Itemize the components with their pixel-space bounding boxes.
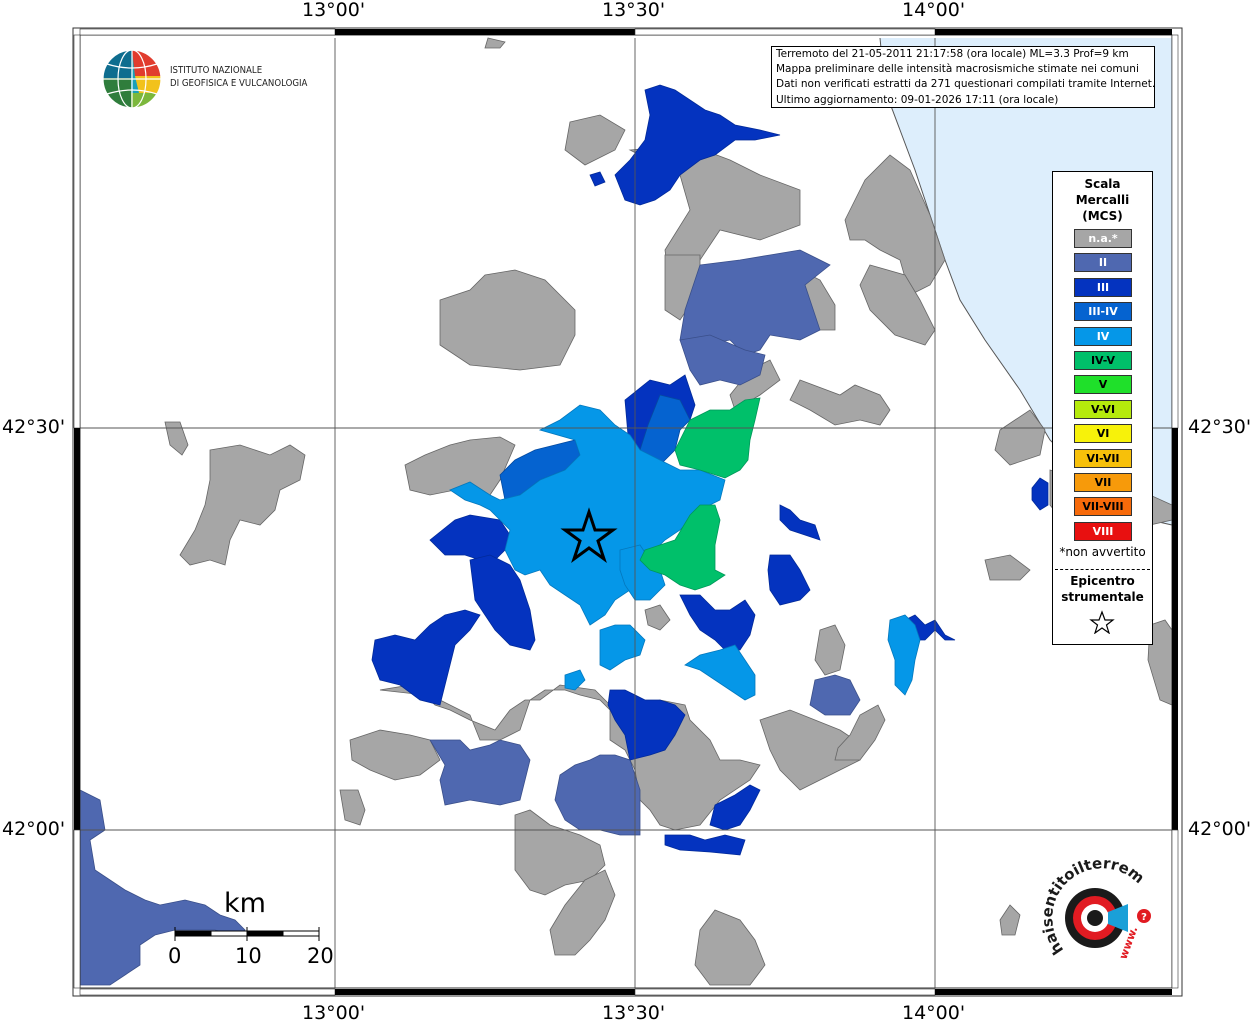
tick-top-13-30: 13°30'	[602, 0, 666, 21]
info-line-4: Ultimo aggiornamento: 09-01-2026 17:11 (…	[776, 93, 1059, 106]
legend-item-iv-v: IV-V	[1074, 351, 1132, 370]
legend-item-ii: II	[1074, 253, 1132, 273]
scale-label-0: 0	[168, 944, 182, 968]
mcs-legend: Scala Mercalli (MCS) n.a.* II III III-IV IV I…	[1052, 171, 1153, 645]
legend-epicenter-label: Epicentro strumentale	[1053, 573, 1152, 605]
municipalities-intensity-II	[79, 249, 861, 986]
municipalities-not-available	[164, 37, 1173, 986]
scale-label-20: 20	[307, 944, 334, 968]
scale-label-10: 10	[235, 944, 262, 968]
legend-item-iv: IV	[1074, 326, 1132, 346]
tick-right-42-30: 42°30'	[1188, 416, 1252, 438]
institute-name-line1: ISTITUTO NAZIONALE	[170, 65, 263, 76]
legend-divider	[1055, 569, 1150, 570]
tick-top-14-00: 14°00'	[902, 0, 966, 21]
legend-item-vi-vii: VI-VII	[1074, 448, 1132, 468]
tick-right-42-00: 42°00'	[1188, 818, 1252, 840]
municipalities-intensity-IV-V	[639, 397, 761, 591]
tick-top-13-00: 13°00'	[302, 0, 366, 21]
legend-item-vii: VII	[1074, 473, 1132, 492]
legend-item-n-a-: n.a.*	[1074, 229, 1132, 248]
legend-title-line3: (MCS)	[1082, 209, 1123, 223]
scale-unit: km	[224, 888, 266, 919]
legend-note: *non avvertito	[1059, 545, 1146, 559]
ingv-globe-logo	[102, 49, 162, 109]
legend-epicenter-line1: Epicentro	[1070, 574, 1135, 588]
legend-item-iii: III	[1074, 277, 1132, 297]
tick-bottom-13-30: 13°30'	[602, 1002, 666, 1024]
legend-item-v-vi: V-VI	[1074, 399, 1132, 419]
info-line-3: Dati non verificati estratti da 271 ques…	[776, 78, 1156, 91]
tick-bottom-14-00: 14°00'	[902, 1002, 966, 1024]
logo-question-mark: ?	[1141, 912, 1147, 923]
legend-star-icon	[1089, 610, 1115, 634]
scale-bar	[174, 927, 320, 941]
legend-item-v: V	[1074, 375, 1132, 395]
legend-item-viii: VIII	[1074, 521, 1132, 541]
graticule	[80, 38, 1172, 988]
tick-left-42-00: 42°00'	[2, 818, 66, 840]
epicenter-star-icon	[560, 507, 618, 563]
info-line-2: Mappa preliminare delle intensità macros…	[776, 63, 1139, 76]
municipalities-intensity-III	[371, 84, 1049, 856]
legend-epicenter-line2: strumentale	[1061, 590, 1144, 604]
legend-title-line1: Scala	[1084, 177, 1121, 191]
earthquake-info-box: Terremoto del 21-05-2011 21:17:58 (ora l…	[771, 46, 1155, 108]
tick-left-42-30: 42°30'	[2, 416, 66, 438]
info-line-1: Terremoto del 21-05-2011 21:17:58 (ora l…	[776, 48, 1129, 60]
legend-item-vi: VI	[1074, 424, 1132, 444]
legend-title: Scala Mercalli (MCS)	[1053, 176, 1152, 224]
tick-bottom-13-00: 13°00'	[302, 1002, 366, 1024]
haisentito-logo: ? haisentitoilterremoto.it www.	[1030, 860, 1151, 961]
institute-name-line2: DI GEOFISICA E VULCANOLOGIA	[170, 78, 308, 89]
legend-title-line2: Mercalli	[1075, 193, 1130, 207]
legend-item-vii-viii: VII-VIII	[1074, 497, 1132, 517]
legend-item-iii-iv: III-IV	[1074, 302, 1132, 322]
map-frame	[72, 27, 1183, 997]
institute-name: ISTITUTO NAZIONALE DI GEOFISICA E VULCAN…	[170, 64, 307, 90]
